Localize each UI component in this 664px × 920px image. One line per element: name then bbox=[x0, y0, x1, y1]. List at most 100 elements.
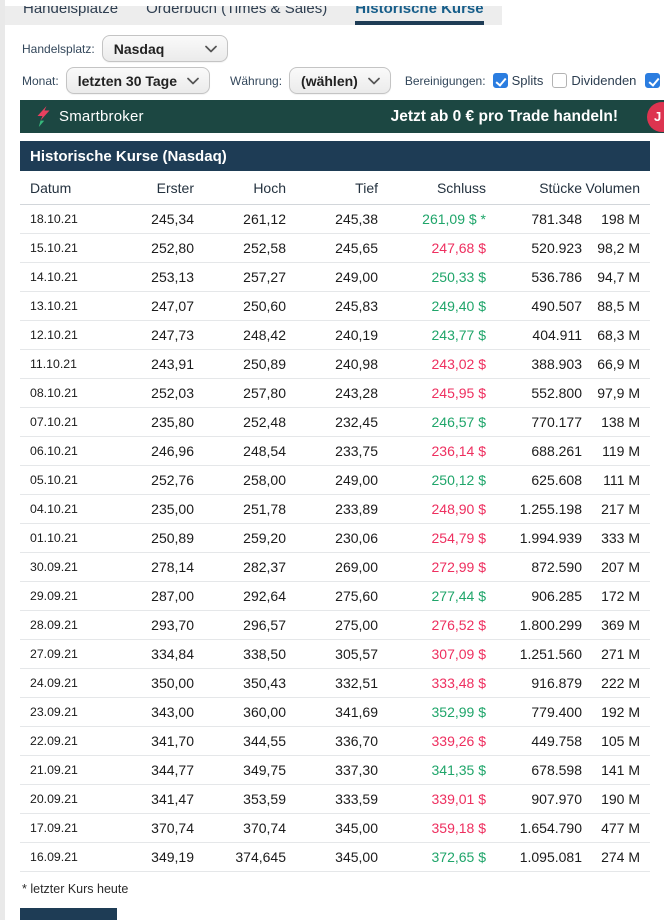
cell-stuecke: 678.598 bbox=[531, 762, 582, 778]
filter-panel: Handelsplatz: Nasdaq Monat: letzten 30 T… bbox=[0, 35, 664, 94]
splits-label: Splits bbox=[511, 73, 544, 88]
cell-hoch: 252,48 bbox=[243, 414, 286, 430]
table-row: 20.09.21 341,47 353,59 333,59 339,01 $ 9… bbox=[20, 785, 650, 814]
cell-volumen: 68,3 M bbox=[597, 327, 640, 343]
checkbox-item-bezugsrechte[interactable]: Bezugsrechte bbox=[645, 73, 664, 88]
cell-erster: 252,03 bbox=[151, 385, 194, 401]
cell-stuecke: 872.590 bbox=[531, 559, 582, 575]
banner-cta-button[interactable]: J bbox=[647, 101, 664, 132]
cell-tief: 336,70 bbox=[335, 733, 378, 749]
cell-volumen: 98,2 M bbox=[597, 240, 640, 256]
cell-hoch: 353,59 bbox=[243, 791, 286, 807]
cell-tief: 233,89 bbox=[335, 501, 378, 517]
table-title-bar: Historische Kurse (Nasdaq) bbox=[20, 141, 650, 171]
cell-tief: 233,75 bbox=[335, 443, 378, 459]
table-row: 14.10.21 253,13 257,27 249,00 250,33 $ 5… bbox=[20, 263, 650, 292]
cell-volumen: 138 M bbox=[601, 414, 640, 430]
cell-hoch: 282,37 bbox=[243, 559, 286, 575]
cell-volumen: 105 M bbox=[601, 733, 640, 749]
tab-handelsplaetze[interactable]: Handelsplätze bbox=[23, 6, 118, 25]
waehrung-select[interactable]: (wählen) bbox=[289, 67, 391, 94]
cell-schluss: 339,01 $ bbox=[431, 791, 487, 807]
cell-tief: 333,59 bbox=[335, 791, 378, 807]
cell-erster: 344,77 bbox=[151, 762, 194, 778]
cell-hoch: 374,645 bbox=[235, 849, 286, 865]
tab-orderbuch[interactable]: Orderbuch (Times & Sales) bbox=[146, 6, 327, 25]
cell-erster: 278,14 bbox=[151, 559, 194, 575]
waehrung-label: Währung: bbox=[230, 73, 283, 88]
cell-erster: 247,07 bbox=[151, 298, 194, 314]
cell-stuecke: 770.177 bbox=[531, 414, 582, 430]
cell-volumen: 271 M bbox=[601, 646, 640, 662]
checkbox-item-splits[interactable]: Splits bbox=[492, 73, 544, 88]
cell-schluss: 359,18 $ bbox=[431, 820, 487, 836]
cell-hoch: 261,12 bbox=[243, 211, 286, 227]
handelsplatz-value: Nasdaq bbox=[113, 40, 165, 57]
cell-hoch: 248,54 bbox=[243, 443, 286, 459]
cell-stuecke: 1.654.790 bbox=[519, 820, 582, 836]
cell-hoch: 360,00 bbox=[243, 704, 286, 720]
col-volumen: Volumen bbox=[585, 179, 640, 196]
cell-erster: 341,70 bbox=[151, 733, 194, 749]
cell-hoch: 292,64 bbox=[243, 588, 286, 604]
cell-datum: 23.09.21 bbox=[30, 705, 78, 719]
chevron-down-icon bbox=[367, 77, 380, 85]
cell-stuecke: 1.255.198 bbox=[519, 501, 582, 517]
cell-volumen: 369 M bbox=[601, 617, 640, 633]
page-left-edge bbox=[0, 0, 5, 920]
splits-checkbox[interactable] bbox=[492, 73, 508, 88]
cta-button-text: J bbox=[654, 109, 662, 124]
next-section-header-partial bbox=[20, 908, 117, 920]
cell-hoch: 248,42 bbox=[243, 327, 286, 343]
dividenden-label: Dividenden bbox=[571, 73, 637, 88]
cell-tief: 240,98 bbox=[335, 356, 378, 372]
cell-stuecke: 1.994.939 bbox=[519, 530, 582, 546]
cell-schluss: 333,48 $ bbox=[431, 675, 487, 691]
tab-historische-kurse[interactable]: Historische Kurse bbox=[355, 6, 484, 25]
tab-label: Handelsplätze bbox=[23, 6, 119, 17]
cell-tief: 269,00 bbox=[335, 559, 378, 575]
table-row: 11.10.21 243,91 250,89 240,98 243,02 $ 3… bbox=[20, 350, 650, 379]
cell-tief: 249,00 bbox=[335, 472, 378, 488]
cell-tief: 240,19 bbox=[335, 327, 378, 343]
cell-erster: 245,34 bbox=[151, 211, 194, 227]
monat-select[interactable]: letzten 30 Tage bbox=[65, 67, 211, 94]
cell-stuecke: 688.261 bbox=[531, 443, 582, 459]
cell-schluss: 236,14 $ bbox=[431, 443, 487, 459]
cell-tief: 230,06 bbox=[335, 530, 378, 546]
checkbox-item-dividenden[interactable]: Dividenden bbox=[552, 73, 636, 88]
cell-hoch: 257,80 bbox=[243, 385, 286, 401]
table-row: 01.10.21 250,89 259,20 230,06 254,79 $ 1… bbox=[20, 524, 650, 553]
table-row: 06.10.21 246,96 248,54 233,75 236,14 $ 6… bbox=[20, 437, 650, 466]
cell-volumen: 207 M bbox=[601, 559, 640, 575]
cell-schluss: 277,44 $ bbox=[431, 588, 487, 604]
historical-prices-table: Historische Kurse (Nasdaq) Datum Erster … bbox=[20, 141, 650, 872]
cell-schluss: 245,95 $ bbox=[431, 385, 487, 401]
cell-schluss: 372,65 $ bbox=[431, 849, 487, 865]
bezugsrechte-checkbox[interactable] bbox=[645, 73, 661, 88]
cell-erster: 253,13 bbox=[151, 269, 194, 285]
cell-volumen: 88,5 M bbox=[597, 298, 640, 314]
cell-datum: 04.10.21 bbox=[30, 502, 78, 516]
cell-erster: 247,73 bbox=[151, 327, 194, 343]
cell-volumen: 217 M bbox=[601, 501, 640, 517]
cell-schluss: 243,02 $ bbox=[431, 356, 487, 372]
cell-hoch: 349,75 bbox=[243, 762, 286, 778]
cell-datum: 06.10.21 bbox=[30, 444, 78, 458]
handelsplatz-select[interactable]: Nasdaq bbox=[101, 35, 228, 62]
cell-stuecke: 552.800 bbox=[531, 385, 582, 401]
col-tief: Tief bbox=[355, 179, 378, 196]
smartbroker-ad-banner[interactable]: Smartbroker Jetzt ab 0 € pro Trade hande… bbox=[20, 100, 664, 133]
banner-message: Jetzt ab 0 € pro Trade handeln! bbox=[390, 107, 618, 125]
cell-volumen: 477 M bbox=[601, 820, 640, 836]
cell-schluss: 250,33 $ bbox=[431, 269, 487, 285]
cell-datum: 20.09.21 bbox=[30, 792, 78, 806]
cell-tief: 275,00 bbox=[335, 617, 378, 633]
dividenden-checkbox[interactable] bbox=[552, 73, 568, 88]
cell-schluss: 276,52 $ bbox=[431, 617, 487, 633]
monat-label: Monat: bbox=[22, 73, 59, 88]
cell-stuecke: 1.095.081 bbox=[519, 849, 582, 865]
cell-volumen: 274 M bbox=[601, 849, 640, 865]
table-row: 24.09.21 350,00 350,43 332,51 333,48 $ 9… bbox=[20, 669, 650, 698]
cell-tief: 345,00 bbox=[335, 820, 378, 836]
